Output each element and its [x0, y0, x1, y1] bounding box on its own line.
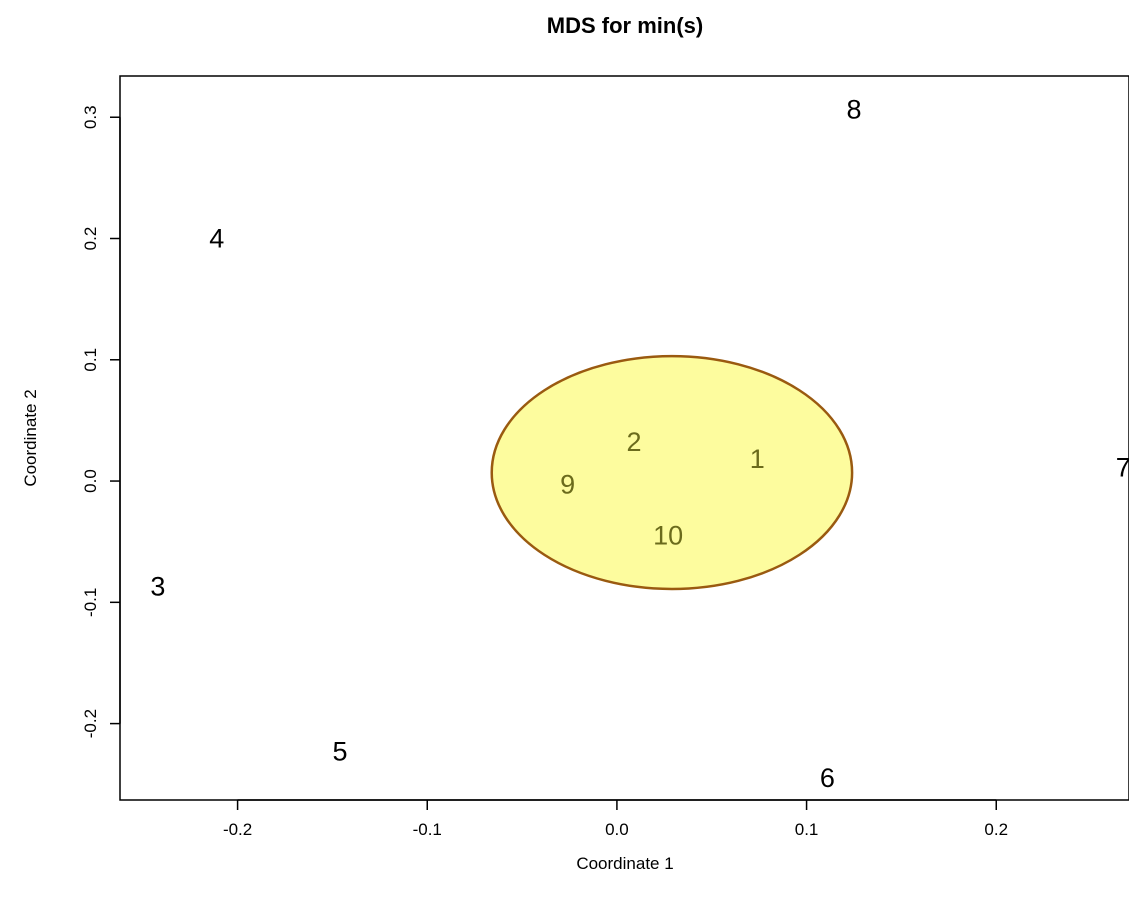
point-label-10: 10: [653, 520, 683, 550]
point-label-5: 5: [332, 736, 347, 766]
points-layer: 1 2 3 4 5 6 7 8 9 10: [150, 95, 1129, 793]
x-tick-label: -0.2: [223, 820, 252, 839]
y-tick-label: 0.3: [81, 105, 100, 129]
y-tick-label: -0.1: [81, 588, 100, 617]
x-tick-label: 0.2: [984, 820, 1008, 839]
point-label-2: 2: [626, 427, 641, 457]
x-tick-label: 0.0: [605, 820, 629, 839]
y-tick-label: 0.1: [81, 348, 100, 372]
x-axis: -0.2 -0.1 0.0 0.1 0.2: [223, 799, 1008, 839]
chart-title: MDS for min(s): [547, 13, 703, 38]
point-label-6: 6: [820, 763, 835, 793]
y-axis-label: Coordinate 2: [21, 389, 40, 486]
y-axis: -0.2 -0.1 0.0 0.1 0.2 0.3: [81, 105, 121, 738]
point-label-3: 3: [150, 571, 165, 601]
y-tick-label: -0.2: [81, 709, 100, 738]
y-tick-label: 0.0: [81, 469, 100, 493]
highlight-ellipse: [490, 354, 854, 591]
point-label-4: 4: [209, 223, 224, 253]
point-label-1: 1: [750, 444, 765, 474]
x-tick-label: -0.1: [413, 820, 442, 839]
point-label-9: 9: [560, 469, 575, 499]
y-tick-label: 0.2: [81, 227, 100, 251]
point-label-8: 8: [846, 95, 861, 125]
highlight-layer: [490, 354, 854, 591]
x-axis-label: Coordinate 1: [576, 854, 673, 873]
x-tick-label: 0.1: [795, 820, 819, 839]
point-label-7: 7: [1116, 452, 1129, 482]
